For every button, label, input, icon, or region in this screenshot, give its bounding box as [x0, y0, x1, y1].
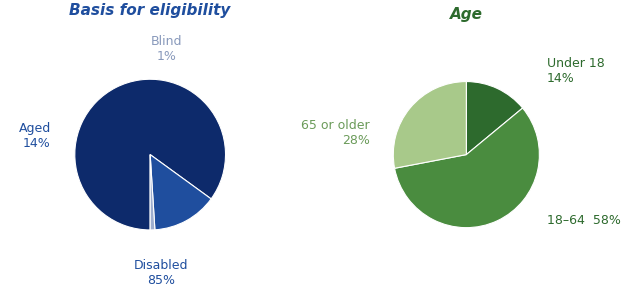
Text: Disabled
85%: Disabled 85% [134, 259, 189, 287]
Wedge shape [394, 108, 539, 228]
Text: Blind
1%: Blind 1% [151, 35, 183, 63]
Wedge shape [466, 81, 523, 155]
Title: Basis for eligibility: Basis for eligibility [69, 4, 231, 18]
Title: Age: Age [450, 7, 483, 22]
Wedge shape [75, 79, 226, 230]
Text: Under 18
14%: Under 18 14% [547, 57, 604, 85]
Wedge shape [150, 155, 211, 230]
Wedge shape [393, 81, 466, 168]
Text: Aged
14%: Aged 14% [18, 122, 51, 150]
Wedge shape [150, 155, 155, 230]
Text: 18–64  58%: 18–64 58% [547, 214, 621, 227]
Text: 65 or older
28%: 65 or older 28% [301, 119, 370, 147]
